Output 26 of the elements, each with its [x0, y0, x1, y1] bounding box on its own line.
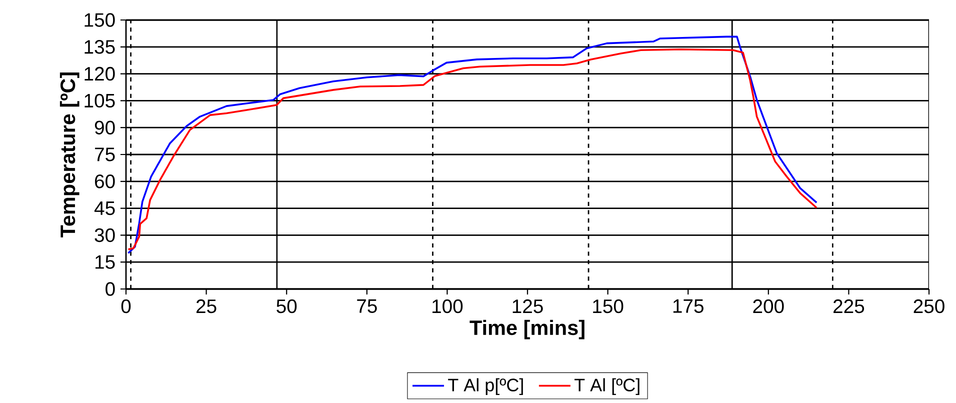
- x-axis-title: Time [mins]: [470, 320, 584, 340]
- y-tick-label: 60: [95, 174, 115, 188]
- y-tick-label: 0: [106, 282, 115, 296]
- legend-label: T Al [ºC]: [574, 378, 640, 395]
- x-tick-label: 225: [834, 299, 864, 314]
- y-tick-label: 120: [84, 66, 115, 81]
- x-tick-label: 25: [196, 299, 216, 314]
- x-tick-label: 0: [121, 299, 131, 314]
- y-tick-label: 135: [84, 40, 115, 54]
- y-tick-label: 105: [84, 94, 115, 108]
- x-tick-label: 75: [357, 299, 377, 313]
- y-tick-label: 45: [94, 202, 115, 216]
- x-tick-label: 50: [276, 299, 297, 314]
- y-tick-label: 150: [84, 13, 115, 27]
- x-tick-label: 125: [512, 299, 543, 314]
- x-tick-label: 100: [432, 299, 463, 314]
- x-tick-label: 175: [673, 299, 704, 313]
- y-tick-label: 90: [94, 120, 115, 134]
- legend-label: T Al p[ºC]: [448, 378, 523, 395]
- x-tick-label: 200: [753, 299, 784, 314]
- x-tick-label: 150: [593, 299, 624, 314]
- x-tick-label: 250: [914, 299, 944, 314]
- y-tick-label: 75: [95, 148, 115, 162]
- y-tick-label: 30: [94, 228, 115, 242]
- y-tick-label: 15: [96, 255, 115, 269]
- y-axis-title: Temperature [ºC]: [60, 72, 80, 238]
